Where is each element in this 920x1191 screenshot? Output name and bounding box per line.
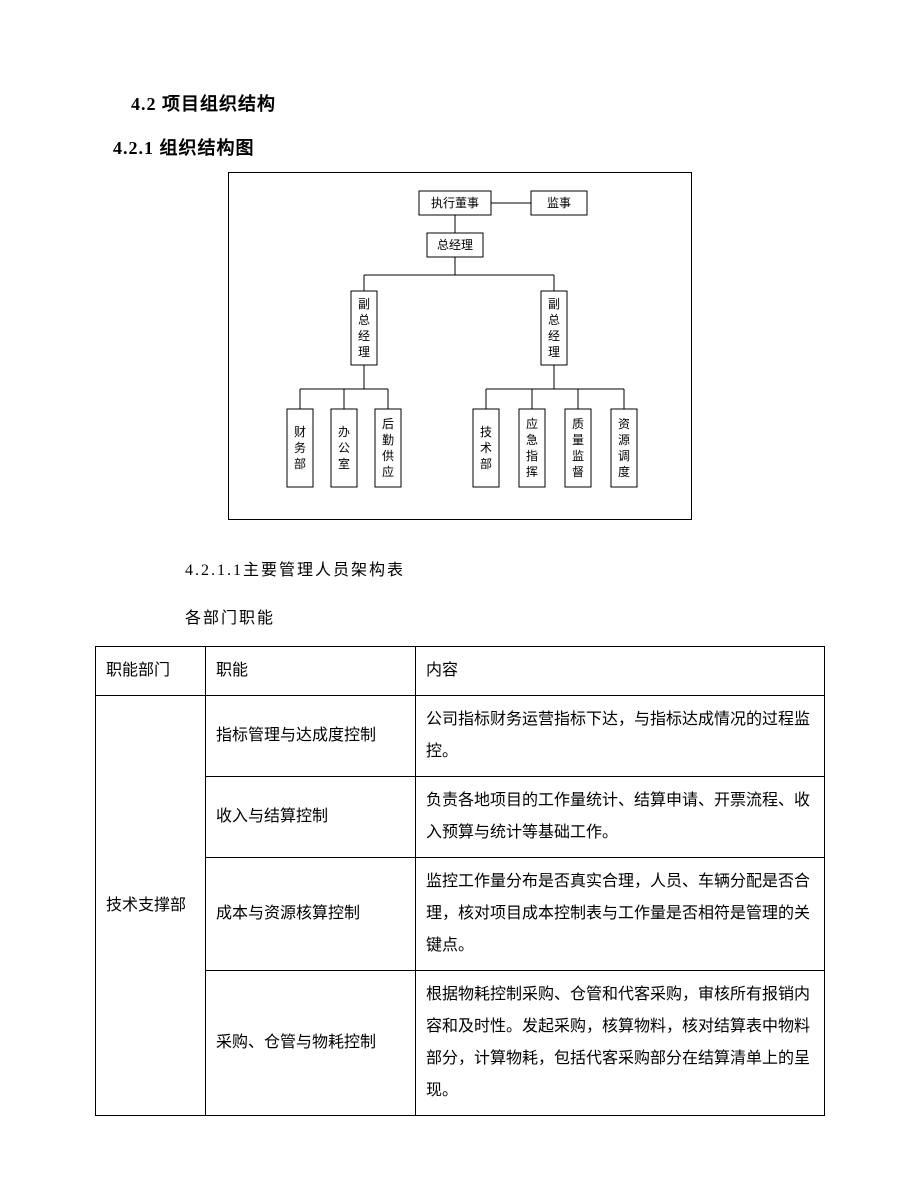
- org-node-label-exec: 执行董事: [431, 196, 479, 210]
- col-header-content: 内容: [416, 647, 825, 696]
- svg-text:经: 经: [548, 329, 560, 343]
- svg-text:勤: 勤: [382, 433, 394, 447]
- svg-text:挥: 挥: [526, 465, 538, 479]
- svg-text:部: 部: [480, 456, 492, 471]
- svg-text:部: 部: [294, 456, 306, 471]
- svg-text:公: 公: [338, 441, 350, 455]
- cell-content: 监控工作量分布是否真实合理，人员、车辆分配是否合理，核对项目成本控制表与工作量是…: [416, 858, 825, 971]
- section-heading-4-2: 4.2 项目组织结构: [131, 90, 825, 116]
- svg-text:监: 监: [572, 449, 584, 463]
- table-row: 成本与资源核算控制 监控工作量分布是否真实合理，人员、车辆分配是否合理，核对项目…: [96, 858, 825, 971]
- svg-text:总: 总: [548, 313, 560, 327]
- cell-dept: 技术支撑部: [96, 696, 206, 1116]
- dept-function-table: 职能部门 职能 内容 技术支撑部 指标管理与达成度控制 公司指标财务运营指标下达…: [95, 646, 825, 1116]
- svg-text:总: 总: [358, 313, 370, 327]
- svg-text:供: 供: [382, 449, 394, 463]
- org-chart: 执行董事监事总经理副总经理副总经理财务部办公室后勤供应技术部应急指挥质量监督资源…: [228, 172, 692, 520]
- cell-func: 成本与资源核算控制: [206, 858, 416, 971]
- svg-text:量: 量: [572, 433, 584, 447]
- cell-func: 指标管理与达成度控制: [206, 696, 416, 777]
- svg-text:副: 副: [358, 297, 370, 311]
- svg-text:指: 指: [526, 448, 538, 463]
- col-header-dept: 职能部门: [96, 647, 206, 696]
- svg-text:源: 源: [618, 433, 630, 447]
- table-header-row: 职能部门 职能 内容: [96, 647, 825, 696]
- section-heading-4-2-1: 4.2.1 组织结构图: [113, 134, 825, 160]
- svg-text:经: 经: [358, 329, 370, 343]
- svg-text:资: 资: [618, 417, 630, 431]
- svg-text:财: 财: [294, 425, 306, 439]
- svg-text:室: 室: [338, 456, 350, 471]
- svg-text:应: 应: [526, 416, 538, 431]
- cell-content: 公司指标财务运营指标下达，与指标达成情况的过程监控。: [416, 696, 825, 777]
- org-chart-svg: 执行董事监事总经理副总经理副总经理财务部办公室后勤供应技术部应急指挥质量监督资源…: [229, 173, 693, 521]
- svg-text:应: 应: [382, 464, 394, 479]
- subheading-dept-func: 各部门职能: [185, 604, 825, 628]
- table-row: 采购、仓管与物耗控制 根据物耗控制采购、仓管和代客采购，审核所有报销内容和及时性…: [96, 971, 825, 1116]
- svg-text:办: 办: [338, 424, 350, 439]
- svg-text:后: 后: [382, 417, 394, 431]
- cell-content: 根据物耗控制采购、仓管和代客采购，审核所有报销内容和及时性。发起采购，核算物料，…: [416, 971, 825, 1116]
- cell-func: 收入与结算控制: [206, 777, 416, 858]
- svg-text:理: 理: [548, 345, 560, 359]
- table-row: 技术支撑部 指标管理与达成度控制 公司指标财务运营指标下达，与指标达成情况的过程…: [96, 696, 825, 777]
- table-row: 收入与结算控制 负责各地项目的工作量统计、结算申请、开票流程、收入预算与统计等基…: [96, 777, 825, 858]
- col-header-func: 职能: [206, 647, 416, 696]
- svg-text:质: 质: [572, 417, 584, 431]
- subheading-4-2-1-1: 4.2.1.1主要管理人员架构表: [185, 556, 825, 580]
- svg-text:调: 调: [618, 449, 630, 463]
- org-chart-container: 执行董事监事总经理副总经理副总经理财务部办公室后勤供应技术部应急指挥质量监督资源…: [95, 172, 825, 520]
- svg-text:副: 副: [548, 297, 560, 311]
- svg-text:务: 务: [294, 440, 306, 455]
- svg-text:技: 技: [480, 425, 492, 439]
- org-node-label-super: 监事: [547, 196, 571, 210]
- svg-text:督: 督: [572, 464, 584, 479]
- svg-text:度: 度: [618, 464, 630, 479]
- svg-text:急: 急: [526, 432, 538, 447]
- svg-text:理: 理: [358, 345, 370, 359]
- org-node-label-gm: 总经理: [437, 238, 473, 252]
- cell-content: 负责各地项目的工作量统计、结算申请、开票流程、收入预算与统计等基础工作。: [416, 777, 825, 858]
- svg-text:术: 术: [480, 441, 492, 455]
- cell-func: 采购、仓管与物耗控制: [206, 971, 416, 1116]
